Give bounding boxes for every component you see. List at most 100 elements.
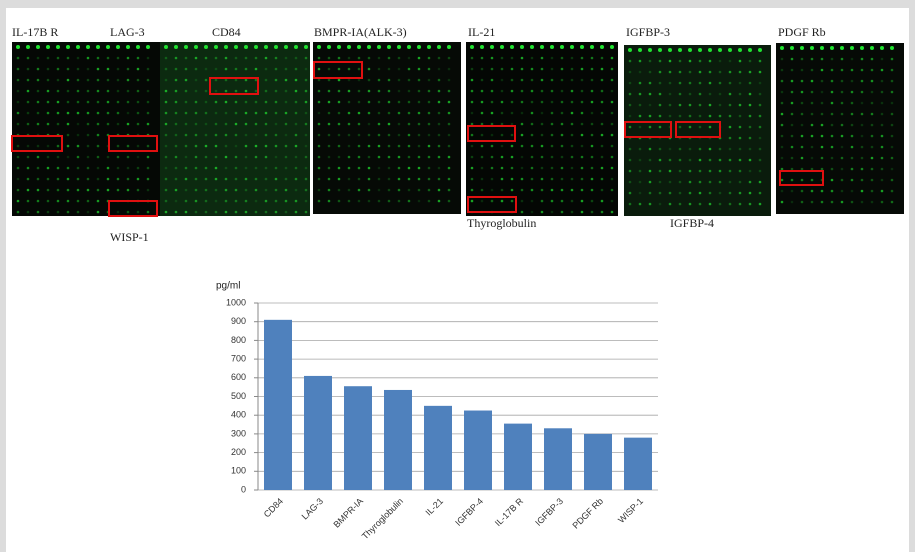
- spot: [37, 57, 40, 60]
- spot: [801, 157, 804, 160]
- spot: [185, 211, 188, 214]
- spot: [561, 211, 564, 214]
- spot: [480, 45, 484, 49]
- spot: [175, 211, 178, 214]
- spot: [471, 79, 474, 82]
- spot: [215, 156, 218, 159]
- spot: [739, 104, 742, 107]
- spot: [378, 112, 381, 115]
- spot: [438, 101, 441, 104]
- spot: [87, 90, 90, 93]
- spot: [491, 68, 494, 71]
- spot: [117, 156, 120, 159]
- spot: [881, 102, 884, 105]
- spot: [26, 45, 30, 49]
- spot: [649, 115, 652, 118]
- spot: [348, 134, 351, 137]
- spot: [581, 123, 584, 126]
- spot: [225, 57, 228, 60]
- spot: [305, 200, 308, 203]
- spot: [398, 156, 401, 159]
- spot: [255, 101, 258, 104]
- spot: [709, 148, 712, 151]
- spot: [205, 123, 208, 126]
- y-axis-label: pg/ml: [216, 281, 240, 292]
- spot: [481, 178, 484, 181]
- spot: [285, 123, 288, 126]
- spot: [699, 60, 702, 63]
- spot: [891, 168, 894, 171]
- spot: [709, 60, 712, 63]
- spot: [428, 68, 431, 71]
- spot: [679, 159, 682, 162]
- spot: [57, 68, 60, 71]
- spot: [491, 178, 494, 181]
- spot: [448, 90, 451, 93]
- spot: [481, 145, 484, 148]
- spot: [107, 101, 110, 104]
- spot: [629, 159, 632, 162]
- spot: [175, 79, 178, 82]
- spot: [611, 68, 614, 71]
- spot: [801, 80, 804, 83]
- spot: [255, 79, 258, 82]
- spot: [66, 45, 70, 49]
- spot: [591, 178, 594, 181]
- spot: [871, 91, 874, 94]
- spot: [811, 80, 814, 83]
- spot: [47, 178, 50, 181]
- spot: [255, 57, 258, 60]
- spot: [107, 90, 110, 93]
- spot: [318, 112, 321, 115]
- spot: [265, 79, 268, 82]
- spot: [175, 167, 178, 170]
- spot: [295, 112, 298, 115]
- spot: [669, 93, 672, 96]
- spot: [245, 167, 248, 170]
- spot: [235, 79, 238, 82]
- spot: [531, 79, 534, 82]
- spot: [491, 79, 494, 82]
- spot: [861, 80, 864, 83]
- spot: [205, 101, 208, 104]
- spot: [501, 112, 504, 115]
- spot: [521, 123, 524, 126]
- spot: [175, 134, 178, 137]
- spot: [387, 45, 391, 49]
- spot: [438, 156, 441, 159]
- spot: [729, 126, 732, 129]
- spot: [511, 79, 514, 82]
- spot: [659, 60, 662, 63]
- spot: [388, 123, 391, 126]
- spot: [679, 203, 682, 206]
- spot: [861, 58, 864, 61]
- spot: [851, 102, 854, 105]
- spot: [881, 135, 884, 138]
- spot: [205, 57, 208, 60]
- spot: [378, 178, 381, 181]
- spot: [428, 156, 431, 159]
- spot: [137, 90, 140, 93]
- spot: [245, 123, 248, 126]
- spot: [648, 48, 652, 52]
- spot: [881, 179, 884, 182]
- spot: [851, 201, 854, 204]
- spot: [629, 126, 632, 129]
- spot: [17, 167, 20, 170]
- spot: [285, 189, 288, 192]
- spot: [328, 57, 331, 60]
- spot: [27, 57, 30, 60]
- spot: [408, 57, 411, 60]
- spot: [891, 157, 894, 160]
- spot: [87, 112, 90, 115]
- y-tick-label: 800: [231, 335, 246, 345]
- spot: [328, 189, 331, 192]
- spot: [137, 211, 140, 214]
- spot: [438, 79, 441, 82]
- spot: [500, 45, 504, 49]
- spot: [861, 146, 864, 149]
- spot: [295, 200, 298, 203]
- spot: [521, 200, 524, 203]
- spot: [17, 123, 20, 126]
- spot: [679, 71, 682, 74]
